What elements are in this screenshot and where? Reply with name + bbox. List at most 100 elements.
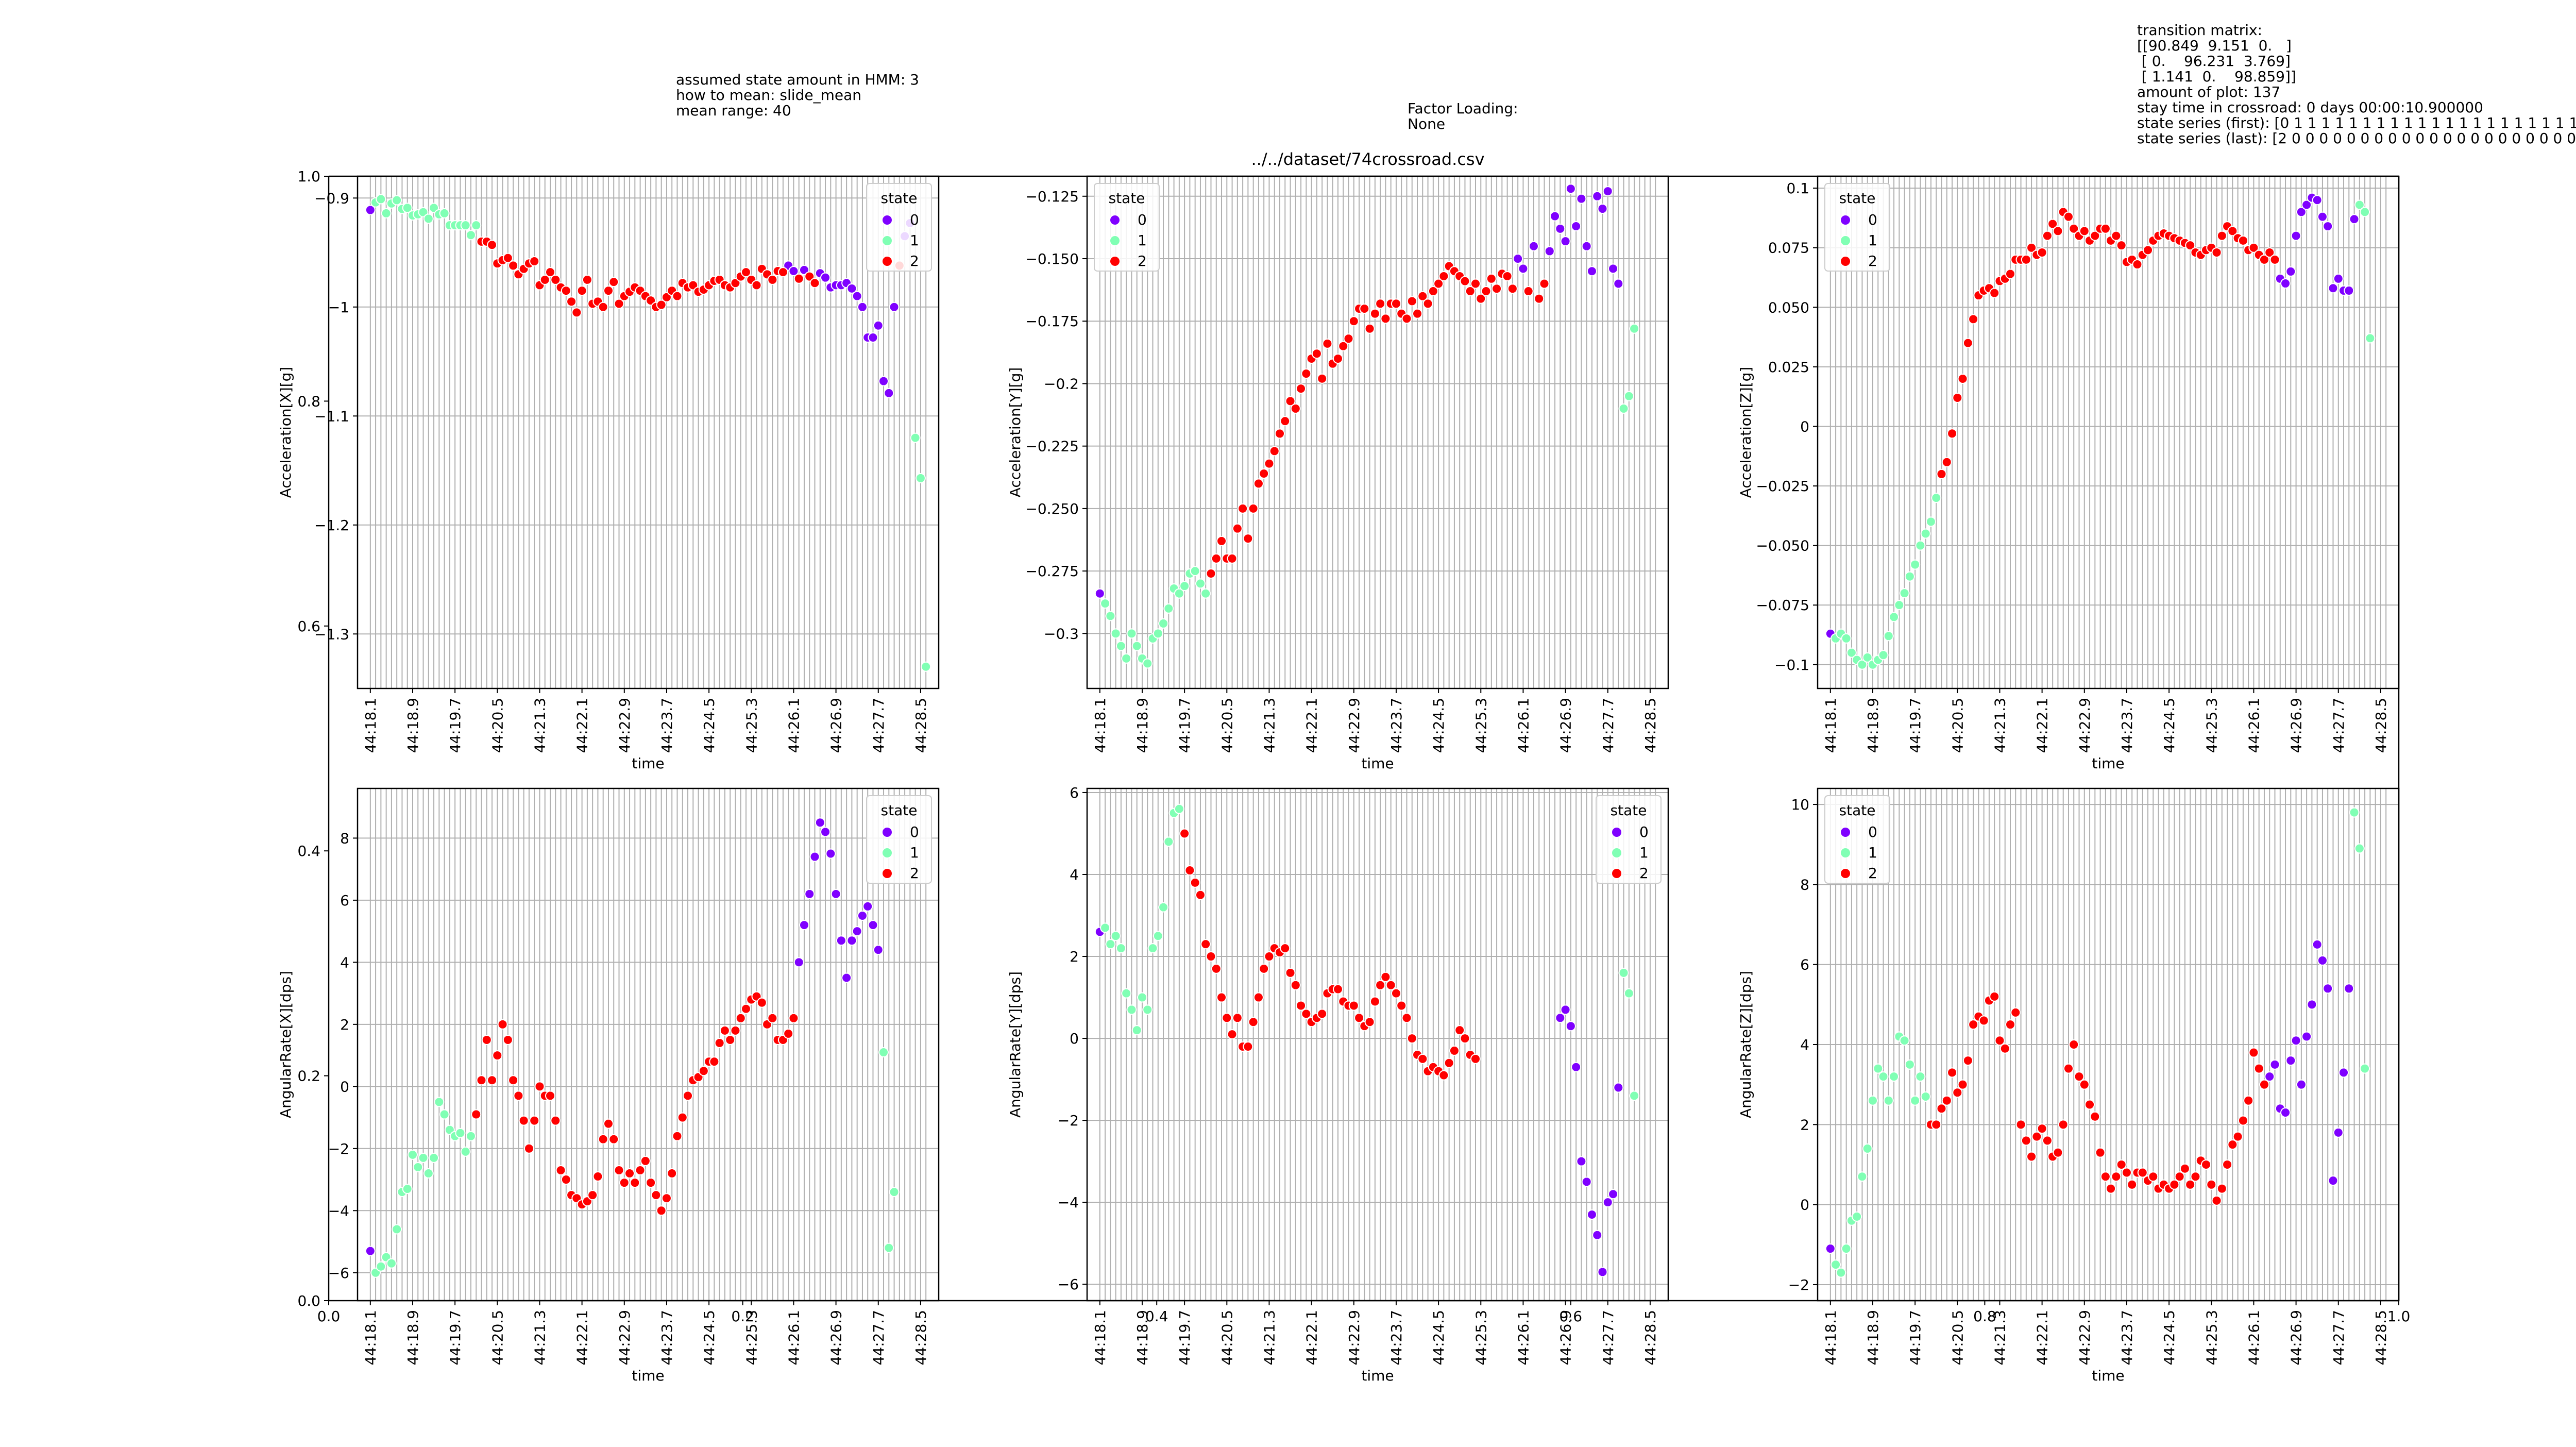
- data-point-state-0: [846, 283, 857, 294]
- data-point-state-0: [365, 1246, 376, 1256]
- data-point-state-0: [889, 301, 900, 312]
- y-tick-label: −1.1: [314, 408, 349, 425]
- data-point-state-2: [502, 1034, 513, 1045]
- x-tick-label: 44:21.3: [531, 698, 548, 753]
- data-point-state-1: [465, 1131, 476, 1141]
- x-tick-label: 44:27.7: [2330, 1310, 2347, 1365]
- data-point-state-2: [2063, 1063, 2074, 1074]
- y-tick-label: 6: [1070, 784, 1079, 801]
- x-tick-label: 44:18.1: [362, 1310, 379, 1365]
- data-point-state-1: [402, 1184, 413, 1194]
- legend-marker-state-2: [882, 868, 893, 879]
- legend-label: 2: [910, 865, 919, 882]
- data-point-state-2: [1502, 271, 1513, 281]
- y-tick-label: 10: [1791, 796, 1809, 813]
- data-point-state-2: [2143, 245, 2154, 256]
- data-point-state-2: [1348, 1000, 1359, 1011]
- x-tick-label: 44:25.3: [2203, 1310, 2220, 1365]
- data-point-state-2: [539, 274, 550, 285]
- x-tick-label: 44:22.1: [1303, 1310, 1320, 1365]
- data-point-state-2: [2079, 226, 2090, 237]
- data-point-state-1: [1115, 943, 1126, 954]
- data-point-state-2: [614, 1165, 624, 1175]
- data-point-state-0: [841, 972, 852, 983]
- data-point-state-0: [1581, 241, 1592, 251]
- data-point-state-2: [2058, 1119, 2069, 1130]
- data-point-state-2: [1338, 341, 1349, 351]
- x-tick-label: 44:18.9: [1865, 1310, 1882, 1365]
- data-point-state-0: [1528, 241, 1539, 251]
- data-point-state-2: [740, 1003, 751, 1014]
- y-tick-label: 4: [1800, 1036, 1809, 1053]
- y-tick-label: −0.275: [1025, 563, 1079, 580]
- data-point-state-2: [624, 1168, 635, 1179]
- data-point-state-2: [518, 1115, 529, 1126]
- x-tick-label: 44:22.9: [2076, 1310, 2093, 1365]
- data-point-state-2: [603, 1118, 614, 1129]
- data-point-state-1: [1623, 988, 1634, 999]
- data-point-state-1: [1105, 939, 1116, 950]
- data-point-state-0: [820, 272, 831, 283]
- data-point-state-2: [1936, 468, 1947, 479]
- data-point-state-2: [508, 1075, 519, 1086]
- chart-3: 0.1 0.075 0.050 0.025 0 −0.025 −0.050 −0.075 −0.…: [1737, 175, 2400, 772]
- data-point-state-2: [1343, 333, 1354, 344]
- data-point-state-2: [630, 1177, 640, 1188]
- data-point-state-2: [1492, 283, 1502, 294]
- data-point-state-2: [1534, 293, 1545, 304]
- y-tick-label: 6: [340, 892, 349, 909]
- data-point-state-2: [1396, 1000, 1407, 1011]
- data-point-state-1: [1142, 658, 1153, 669]
- y-tick-label: 8: [1800, 876, 1809, 893]
- data-point-state-2: [1412, 308, 1423, 319]
- data-point-state-0: [1560, 236, 1571, 247]
- data-point-state-2: [2253, 1063, 2264, 1074]
- data-point-state-1: [1195, 578, 1206, 589]
- y-tick-label: 0.075: [1768, 240, 1809, 257]
- x-tick-label: 44:25.3: [743, 1310, 760, 1365]
- data-point-state-1: [1889, 1071, 1900, 1082]
- x-tick-label: 44:26.9: [828, 698, 845, 753]
- data-point-state-1: [386, 1258, 397, 1269]
- data-point-state-0: [2269, 1059, 2280, 1070]
- data-point-state-1: [418, 1152, 429, 1163]
- y-tick-label: 8: [340, 830, 349, 847]
- chart-2: −0.125 −0.150 −0.175 −0.2 −0.225 −0.250 −0.275…: [1007, 175, 1669, 772]
- legend-marker-state-0: [882, 827, 893, 838]
- data-point-state-2: [2026, 242, 2037, 253]
- data-point-state-0: [804, 888, 815, 899]
- data-point-state-2: [1438, 1070, 1449, 1081]
- data-point-state-2: [1184, 865, 1195, 876]
- data-point-state-0: [2344, 983, 2354, 994]
- data-point-state-1: [381, 208, 392, 218]
- data-point-state-2: [1401, 313, 1412, 324]
- y-tick-label: −0.250: [1025, 500, 1079, 517]
- data-point-state-0: [1513, 254, 1523, 264]
- data-point-state-2: [1243, 533, 1253, 544]
- data-point-state-0: [852, 291, 862, 301]
- data-point-state-2: [2116, 240, 2127, 251]
- data-point-state-2: [2179, 1163, 2190, 1174]
- x-tick-label: 44:27.7: [1600, 698, 1617, 753]
- data-point-state-2: [683, 1090, 693, 1101]
- data-point-state-2: [677, 1112, 688, 1123]
- data-point-state-2: [709, 1056, 720, 1067]
- x-axis-label: time: [632, 1367, 664, 1384]
- data-point-state-2: [740, 267, 751, 278]
- data-point-state-2: [1957, 1079, 1968, 1090]
- x-tick-label: 44:23.7: [658, 1310, 675, 1365]
- x-tick-label: 44:18.1: [1822, 698, 1839, 753]
- x-tick-label: 44:21.3: [1991, 698, 2008, 753]
- data-point-state-0: [1544, 246, 1555, 257]
- data-point-state-1: [1904, 1059, 1915, 1070]
- data-point-state-1: [1931, 493, 1942, 503]
- data-point-state-0: [2328, 283, 2338, 294]
- data-point-state-2: [1275, 428, 1285, 439]
- data-point-state-0: [1094, 588, 1105, 599]
- data-point-state-1: [1174, 588, 1184, 599]
- overlay-y-tick-label: 0.2: [297, 1068, 320, 1085]
- data-point-state-0: [2317, 211, 2328, 222]
- data-point-state-2: [672, 291, 683, 301]
- y-tick-label: −0.3: [1044, 625, 1079, 642]
- data-point-state-1: [1158, 618, 1169, 629]
